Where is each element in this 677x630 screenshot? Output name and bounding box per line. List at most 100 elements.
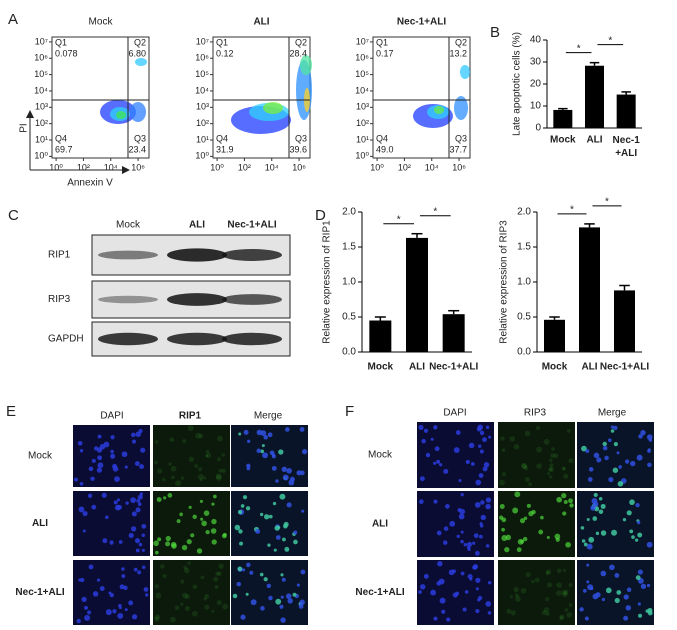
cell: [433, 616, 438, 621]
cell: [160, 564, 165, 569]
quadrant-name: Q2: [134, 37, 146, 47]
cell: [551, 447, 555, 451]
cell: [196, 548, 203, 554]
cell: [206, 452, 212, 458]
cell: [186, 539, 192, 545]
cell: [221, 468, 226, 473]
cell: [646, 434, 653, 440]
cell: [273, 548, 277, 552]
blot-band: [167, 248, 227, 262]
cell: [283, 521, 289, 527]
cell: [566, 612, 572, 618]
image-row: ALI: [372, 519, 388, 530]
cell: [138, 542, 143, 547]
cell: [526, 503, 531, 508]
cell: [545, 571, 550, 575]
cell: [131, 614, 138, 620]
y-tick-label: 0.0: [342, 347, 356, 358]
cell: [587, 477, 593, 482]
cell: [198, 473, 204, 480]
cell: [141, 548, 145, 552]
y-tick-label: 10¹: [35, 134, 48, 144]
quadrant-value: 28.4: [289, 48, 307, 58]
density: [263, 102, 283, 114]
y-axis-label: Late apoptotic cells (%): [512, 32, 523, 136]
cell: [569, 503, 574, 508]
cell: [549, 475, 553, 479]
cell: [647, 462, 652, 468]
cell: [586, 518, 590, 522]
cell: [592, 593, 599, 600]
cell: [430, 437, 434, 441]
blot-row: RIP1: [48, 250, 71, 261]
cell: [550, 453, 556, 459]
cell: [460, 492, 464, 497]
cell: [192, 514, 197, 520]
cell: [275, 479, 279, 483]
cell: [581, 445, 587, 452]
cell: [523, 465, 529, 471]
cell: [585, 449, 590, 454]
cell: [232, 593, 238, 599]
panel-label: E: [6, 403, 16, 420]
quadrant-name: Q2: [295, 37, 307, 47]
cell: [548, 466, 554, 473]
cell: [134, 538, 141, 544]
cell: [464, 590, 469, 594]
cell: [175, 480, 182, 487]
x-tick-label: 10⁰: [210, 162, 224, 172]
x-tick-label: 10⁶: [131, 162, 145, 172]
cell: [631, 535, 635, 539]
cell: [162, 574, 167, 579]
image-row: Nec-1+ALI: [15, 587, 64, 598]
cell: [479, 449, 484, 454]
x-tick-label: Mock: [550, 135, 576, 146]
cell: [181, 544, 188, 551]
cell: [630, 460, 636, 467]
cell: [509, 436, 516, 442]
cell: [162, 477, 166, 482]
cell: [505, 534, 512, 541]
cell: [561, 492, 567, 499]
cell: [157, 468, 163, 474]
plot-frame: [51, 36, 150, 159]
cell: [108, 591, 112, 595]
y-tick-label: 10⁶: [355, 53, 369, 63]
cell: [582, 588, 587, 593]
bar: [544, 319, 565, 352]
cell: [520, 587, 527, 594]
x-tick-label: Mock: [542, 362, 568, 373]
quadrant-value: 23.4: [128, 144, 146, 154]
image-column: Merge: [254, 411, 283, 422]
cell: [243, 429, 249, 435]
cell: [549, 458, 553, 463]
cell: [446, 617, 451, 622]
cell: [600, 530, 607, 536]
blot-column: Mock: [116, 220, 141, 231]
cell: [269, 450, 275, 456]
cell: [121, 574, 126, 578]
density: [460, 65, 470, 79]
bar: [406, 237, 428, 352]
cell: [562, 467, 566, 471]
cell: [436, 530, 442, 536]
cell: [299, 599, 305, 606]
cell: [157, 537, 162, 542]
image-row: ALI: [32, 518, 48, 529]
cell: [437, 560, 443, 567]
cell: [479, 522, 483, 526]
cell: [611, 529, 617, 536]
cell: [234, 524, 241, 531]
cell: [506, 608, 512, 614]
cell: [174, 605, 180, 611]
cell: [512, 507, 519, 514]
panel-label: F: [345, 403, 354, 420]
cell: [91, 504, 97, 510]
cell: [218, 563, 224, 569]
cell: [586, 543, 593, 550]
y-tick-label: 10²: [35, 118, 48, 128]
cell: [92, 591, 99, 597]
y-tick-label: 30: [530, 57, 542, 68]
cell: [128, 532, 134, 539]
cell: [201, 520, 207, 527]
